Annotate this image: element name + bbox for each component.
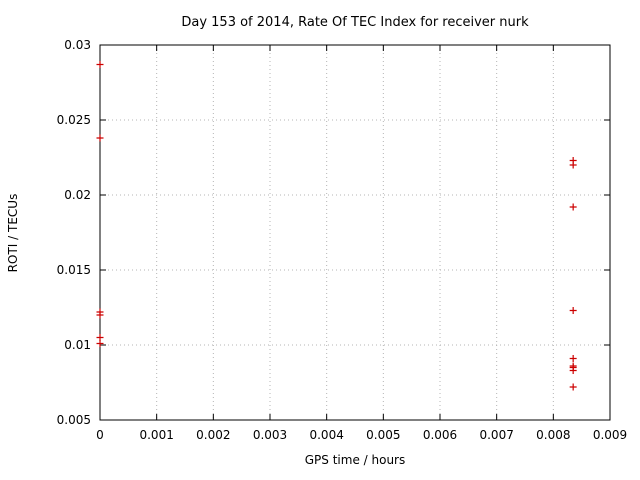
x-tick-label: 0.002 bbox=[196, 428, 230, 442]
x-axis-label: GPS time / hours bbox=[305, 453, 406, 467]
y-tick-label: 0.02 bbox=[64, 188, 91, 202]
data-point-marker bbox=[569, 203, 577, 211]
x-tick-label: 0.008 bbox=[536, 428, 570, 442]
data-points-layer bbox=[96, 61, 577, 391]
y-tick-label: 0.03 bbox=[64, 38, 91, 52]
grid-lines-layer bbox=[99, 44, 611, 421]
y-tick-label: 0.005 bbox=[57, 413, 91, 427]
x-tick-label: 0.006 bbox=[423, 428, 457, 442]
data-point-marker bbox=[569, 161, 577, 169]
x-tick-label: 0.004 bbox=[309, 428, 343, 442]
chart-title: Day 153 of 2014, Rate Of TEC Index for r… bbox=[181, 15, 529, 30]
y-tick-label: 0.015 bbox=[57, 263, 91, 277]
x-tick-label: 0 bbox=[96, 428, 104, 442]
y-axis-label: ROTI / TECUs bbox=[6, 194, 20, 273]
axes-layer bbox=[99, 44, 611, 421]
x-tick-label: 0.001 bbox=[139, 428, 173, 442]
data-point-marker bbox=[96, 134, 104, 142]
x-tick-label: 0.007 bbox=[479, 428, 513, 442]
x-tick-label: 0.003 bbox=[253, 428, 287, 442]
y-tick-label: 0.01 bbox=[64, 338, 91, 352]
x-tick-label: 0.009 bbox=[593, 428, 627, 442]
data-point-marker bbox=[96, 311, 104, 319]
tick-labels-layer: 0 0.001 0.002 0.003 0.004 0.005 0.006 0.007 0.00… bbox=[57, 38, 628, 442]
data-point-marker bbox=[569, 367, 577, 374]
data-point-marker bbox=[96, 334, 104, 341]
data-point-marker bbox=[96, 61, 104, 68]
data-point-marker bbox=[96, 340, 104, 347]
data-point-marker bbox=[569, 355, 577, 362]
x-tick-label: 0.005 bbox=[366, 428, 400, 442]
plot-border bbox=[99, 44, 611, 421]
data-point-marker bbox=[569, 307, 577, 314]
data-point-marker bbox=[569, 383, 577, 391]
y-tick-label: 0.025 bbox=[57, 113, 91, 127]
